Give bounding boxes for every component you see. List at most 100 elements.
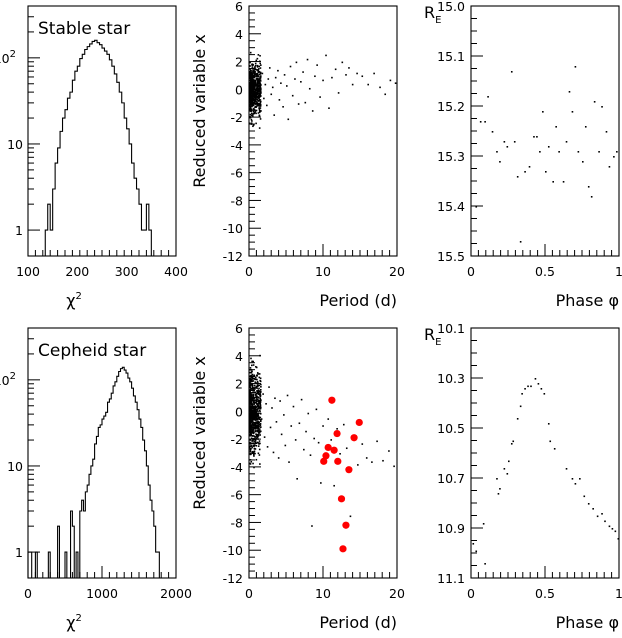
cepheid-scatter-cloud-point: [249, 371, 251, 374]
cepheid-scatter-cloud-point: [255, 410, 258, 413]
cepheid-scatter-y-axis-title: Reduced variable x: [190, 356, 209, 510]
stable-scatter-cloud-point: [250, 108, 253, 111]
cepheid-scatter-cloud-point: [255, 433, 257, 435]
stable-phase-data-point: [524, 171, 526, 173]
cepheid-scatter-cloud-point: [260, 391, 262, 393]
stable-hist-histogram-bin: [144, 230, 146, 256]
stable-scatter-data-point: [274, 76, 277, 79]
cepheid-scatter-cloud-point: [256, 430, 259, 433]
stable-scatter-cloud-point: [253, 76, 256, 79]
stable-hist-histogram-bin: [53, 189, 55, 256]
stable-scatter-cloud-point: [259, 76, 262, 78]
cepheid-scatter-cloud-point: [259, 405, 262, 408]
stable-scatter-cloud-point: [249, 89, 251, 91]
cepheid-scatter-data-point: [283, 414, 285, 416]
stable-scatter-cloud-point: [249, 93, 252, 96]
stable-scatter-cloud-point: [255, 75, 257, 77]
cepheid-scatter-cloud-point: [249, 367, 252, 369]
stable-phase-x-tick-label: 0.5: [535, 264, 555, 279]
stable-phase-y-tick-label: 15.4: [437, 199, 465, 214]
cepheid-hist-histogram-bin: [35, 552, 37, 578]
stable-hist-histogram-bin: [114, 74, 116, 256]
cepheid-scatter-cloud-point: [255, 422, 258, 424]
stable-scatter-data-point: [278, 99, 281, 101]
cepheid-scatter-cloud-point: [252, 428, 255, 430]
cepheid-scatter-cloud-point: [257, 398, 259, 401]
cepheid-hist-histogram-bin: [106, 412, 108, 578]
stable-hist-histogram-bin: [132, 163, 134, 256]
stable-scatter-cloud-point: [252, 71, 255, 74]
cepheid-scatter-cloud-point: [249, 445, 252, 447]
stable-scatter-y-tick-label: -6: [231, 166, 244, 181]
cepheid-scatter-cloud-point: [249, 416, 251, 419]
stable-phase-data-point: [479, 121, 482, 123]
cepheid-scatter-cloud-point: [253, 374, 255, 377]
stable-phase-data-point: [545, 171, 547, 173]
stable-hist-histogram-bin: [50, 230, 52, 256]
cepheid-scatter-cloud-point: [254, 439, 257, 442]
cepheid-hist-histogram-bin: [109, 399, 111, 578]
stable-scatter-cloud-point: [256, 87, 259, 89]
cepheid-scatter-data-point: [277, 457, 280, 459]
cepheid-scatter-y-tick-label: -8: [231, 515, 244, 530]
cepheid-phase-data-point: [475, 550, 478, 553]
stable-scatter-cloud-point: [252, 68, 254, 70]
stable-phase-data-point: [613, 156, 615, 158]
cepheid-scatter-data-point: [315, 408, 318, 411]
cepheid-hist-histogram-bin: [113, 386, 115, 578]
cepheid-scatter-cloud-point: [256, 414, 258, 416]
stable-scatter-cloud-point: [259, 79, 262, 81]
cepheid-scatter-cloud-point: [253, 384, 256, 387]
cepheid-phase-data-point: [574, 483, 577, 485]
cepheid-phase-data-point: [543, 393, 546, 395]
cepheid-scatter-cloud-point: [256, 372, 259, 374]
cepheid-scatter-cloud-point: [250, 398, 253, 401]
cepheid-hist-histogram-bin: [115, 382, 117, 578]
stable-hist-histogram-bin: [80, 59, 82, 256]
cepheid-scatter-data-point: [365, 457, 368, 459]
stable-phase-data-point: [587, 186, 590, 188]
cepheid-scatter-y-tick-label: -12: [223, 571, 243, 586]
stable-scatter-cloud-point: [255, 91, 258, 94]
cepheid-scatter-cloud-point: [253, 415, 255, 418]
cepheid-scatter-data-point: [317, 441, 320, 444]
stable-scatter-data-point: [268, 67, 271, 69]
stable-scatter-cloud-point: [256, 73, 259, 76]
cepheid-scatter-cloud-point: [252, 393, 255, 396]
stable-scatter-cloud-point: [259, 118, 262, 120]
cepheid-hist-histogram-bin: [84, 511, 86, 578]
stable-scatter-cloud-point: [249, 90, 251, 92]
stable-scatter-cloud-point: [259, 71, 262, 74]
cepheid-scatter-cloud-point: [250, 384, 252, 386]
cepheid-scatter-cloud-point: [249, 381, 251, 384]
stable-scatter-cloud-point: [256, 57, 259, 60]
cepheid-scatter-cloud-point: [257, 391, 259, 394]
stable-scatter-data-point: [270, 93, 273, 96]
stable-scatter-cloud-point: [249, 79, 252, 82]
cepheid-hist-histogram-bin: [58, 526, 60, 578]
stable-scatter-data-point: [311, 110, 314, 112]
stable-scatter-cloud-point: [249, 102, 252, 105]
cepheid-scatter-cloud-point: [257, 412, 260, 414]
stable-scatter-data-point: [394, 82, 397, 84]
cepheid-scatter-cloud-point: [250, 357, 252, 360]
cepheid-scatter-data-point: [320, 482, 322, 484]
stable-hist-y-tick-label: 1: [15, 223, 23, 238]
stable-scatter-cloud-point: [255, 68, 257, 71]
stable-scatter-cloud-point: [250, 86, 252, 89]
stable-phase-data-point: [506, 146, 509, 148]
cepheid-hist-histogram-bin: [72, 526, 74, 578]
cepheid-scatter-data-point: [280, 433, 283, 436]
stable-scatter-cloud-point: [249, 71, 251, 73]
cepheid-hist-histogram-bin: [139, 419, 141, 578]
cepheid-scatter-cloud-point: [251, 406, 254, 408]
stable-scatter-data-point: [261, 72, 264, 75]
cepheid-scatter-cloud-point: [259, 442, 261, 445]
stable-scatter-frame: [248, 5, 398, 257]
cepheid-hist-histogram-outline: [27, 366, 160, 578]
stable-scatter-cloud-point: [251, 114, 253, 117]
stable-phase-data-point: [487, 96, 489, 98]
cepheid-scatter-cloud-point: [254, 405, 257, 408]
cepheid-scatter-cloud-point: [256, 434, 259, 437]
stable-scatter-cloud-point: [257, 105, 259, 107]
